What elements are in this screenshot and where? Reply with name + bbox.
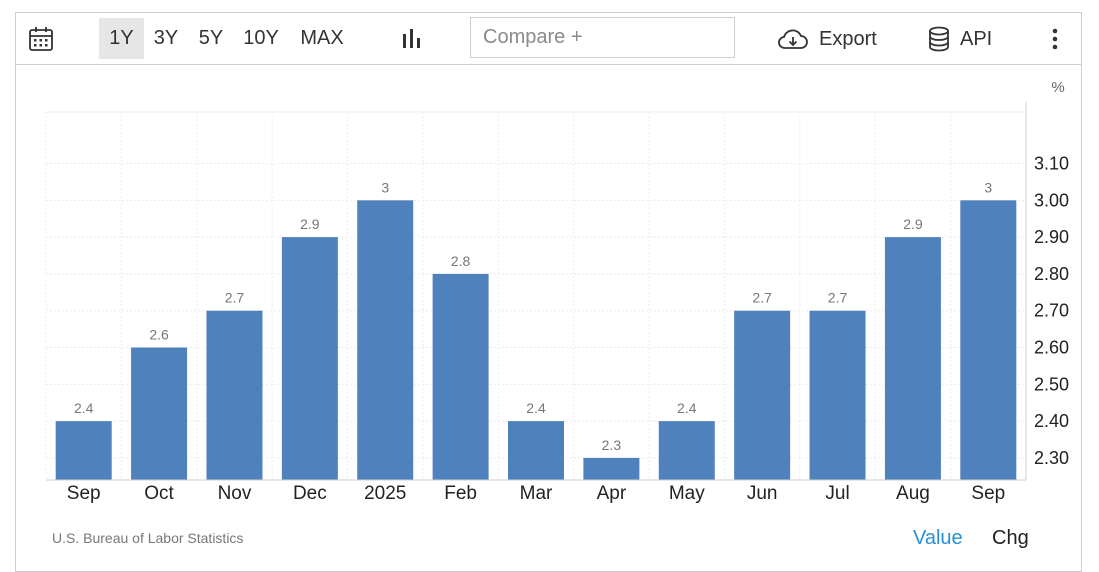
- range-5y-button[interactable]: 5Y: [198, 27, 224, 49]
- api-button[interactable]: API: [928, 24, 992, 54]
- export-button[interactable]: Export: [777, 24, 877, 54]
- bar: [884, 237, 941, 480]
- y-tick-label: 2.90: [1034, 227, 1069, 247]
- x-tick-label: Dec: [293, 483, 327, 504]
- export-label: Export: [819, 27, 877, 50]
- data-label: 2.7: [225, 290, 245, 306]
- x-tick-label: Nov: [218, 483, 252, 504]
- bar: [432, 273, 489, 480]
- source-label: U.S. Bureau of Labor Statistics: [52, 530, 244, 546]
- bar: [281, 237, 338, 480]
- data-label: 2.7: [752, 290, 772, 306]
- bar: [960, 200, 1017, 480]
- x-tick-label: 2025: [364, 483, 406, 504]
- range-3y-button[interactable]: 3Y: [153, 27, 179, 49]
- x-tick-label: Mar: [520, 483, 553, 504]
- cloud-download-icon: [777, 27, 809, 51]
- data-label: 3: [381, 179, 389, 195]
- bar: [809, 310, 866, 480]
- bar: [131, 347, 188, 480]
- range-10y-button[interactable]: 10Y: [243, 27, 279, 49]
- y-tick-label: 2.60: [1034, 338, 1069, 358]
- data-label: 2.8: [451, 253, 471, 269]
- database-icon: [928, 26, 950, 52]
- range-1y-button[interactable]: 1Y: [99, 18, 144, 59]
- data-label: 2.6: [149, 327, 169, 343]
- bar-chart: 2.30 2.40 2.50 2.60 2.70 2.80 2.90 3.00 3.10% 2.4…: [45, 79, 1069, 504]
- more-vert-icon[interactable]: [1045, 26, 1065, 52]
- calendar-icon[interactable]: [27, 25, 55, 53]
- data-label: 2.9: [903, 216, 923, 232]
- data-label: 2.4: [74, 400, 94, 416]
- compare-input[interactable]: [470, 17, 735, 58]
- y-tick-label: 3.00: [1034, 190, 1069, 210]
- chg-toggle[interactable]: Chg: [992, 527, 1029, 549]
- bar: [357, 200, 414, 480]
- y-axis-unit: %: [1051, 79, 1064, 96]
- bar: [583, 457, 640, 480]
- data-label: 2.9: [300, 216, 320, 232]
- bar: [55, 421, 112, 480]
- bar: [508, 421, 564, 480]
- data-label: 2.3: [602, 437, 622, 453]
- x-tick-label: Sep: [971, 483, 1005, 504]
- data-label: 2.4: [526, 400, 546, 416]
- x-tick-label: Sep: [67, 483, 101, 504]
- y-tick-label: 2.80: [1034, 264, 1069, 284]
- x-tick-label: May: [669, 483, 705, 504]
- api-label: API: [960, 27, 993, 50]
- bar: [734, 310, 791, 480]
- data-label: 3: [984, 179, 992, 195]
- y-tick-label: 2.40: [1034, 411, 1069, 431]
- x-tick-label: Apr: [597, 483, 627, 504]
- y-tick-label: 2.30: [1034, 448, 1069, 468]
- data-label: 2.7: [828, 290, 848, 306]
- y-tick-label: 3.10: [1034, 154, 1069, 174]
- range-max-button[interactable]: MAX: [300, 27, 344, 49]
- bar-chart-icon[interactable]: [398, 25, 426, 53]
- x-tick-label: Feb: [444, 483, 477, 504]
- value-toggle[interactable]: Value: [913, 527, 963, 549]
- x-tick-label: Oct: [144, 483, 174, 504]
- y-tick-label: 2.70: [1034, 301, 1069, 321]
- x-tick-label: Aug: [896, 483, 930, 504]
- bar: [206, 310, 263, 480]
- x-tick-label: Jun: [747, 483, 778, 504]
- y-tick-label: 2.50: [1034, 374, 1069, 394]
- bar: [658, 421, 715, 480]
- x-tick-label: Jul: [825, 483, 849, 504]
- chart-toolbar: 1Y 3Y 5Y 10Y MAX Export: [15, 12, 1082, 65]
- data-label: 2.4: [677, 400, 697, 416]
